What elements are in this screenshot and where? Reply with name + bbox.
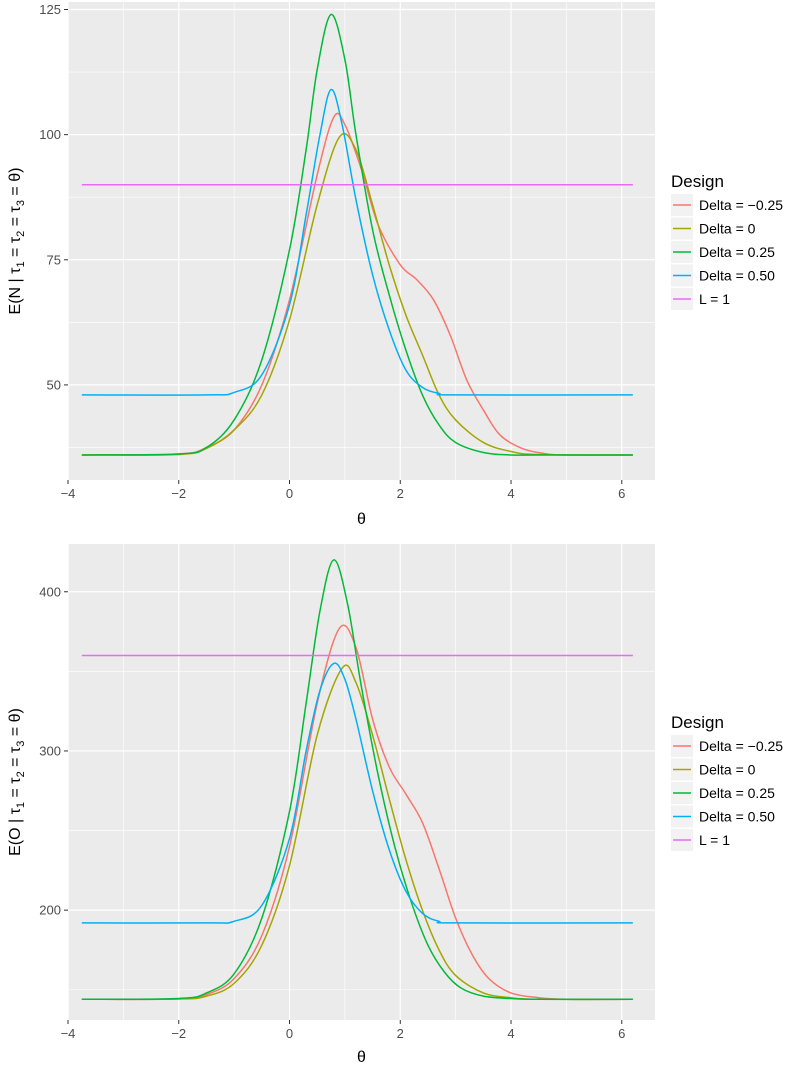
series-line-2: [81, 132, 633, 456]
y-axis-title-part: 2: [15, 771, 27, 777]
series-line-1: [81, 624, 633, 1001]
y-axis-title-part: =: [7, 243, 24, 261]
y-tick-label: 300: [39, 743, 61, 758]
x-tick-label: 0: [286, 1026, 293, 1041]
series-line-3: [81, 559, 633, 1001]
x-tick-label: 4: [507, 1026, 514, 1041]
legend-title: Design: [671, 713, 724, 732]
legend-label-1: Delta = −0.25: [699, 197, 783, 213]
series-line-2: [81, 664, 633, 1001]
y-axis-title-part: 1: [15, 261, 27, 267]
legend-label-3: Delta = 0.25: [699, 785, 775, 801]
y-tick-label: 100: [39, 127, 61, 142]
y-axis-title-part: =: [7, 182, 24, 200]
y-axis-title-part: τ: [7, 777, 24, 784]
y-tick-label: 75: [47, 252, 61, 267]
legend: Design Delta = −0.25 Delta = 0 Delta = 0.25…: [671, 713, 783, 851]
legend-label-4: Delta = 0.50: [699, 268, 775, 284]
x-tick-label: 6: [618, 486, 625, 501]
y-axis-title-part: θ: [7, 713, 24, 722]
y-axis-title-part: =: [7, 722, 24, 740]
y-axis-title-part: ): [7, 168, 24, 173]
y-tick-label: 400: [39, 584, 61, 599]
y-axis-title: E(O | τ1 = τ2 = τ3 = θ): [7, 708, 27, 856]
x-tick-label: 4: [507, 486, 514, 501]
y-axis-title-part: ): [7, 708, 24, 713]
y-axis-title-part: E(N |: [7, 274, 24, 315]
legend-label-2: Delta = 0: [699, 221, 756, 237]
legend-label-4: Delta = 0.50: [699, 809, 775, 825]
y-axis-title-part: =: [7, 212, 24, 230]
series-line-4: [81, 662, 633, 924]
legend-label-5: L = 1: [699, 832, 730, 848]
x-tick-label: −4: [61, 486, 76, 501]
y-axis-title-part: =: [7, 784, 24, 802]
y-axis-title-part: τ: [7, 746, 24, 753]
y-axis-title-part: E(O |: [7, 814, 24, 856]
legend-label-1: Delta = −0.25: [699, 738, 783, 754]
legend-label-5: L = 1: [699, 291, 730, 307]
y-axis-title-part: 3: [15, 741, 27, 747]
y-axis-title-part: =: [7, 753, 24, 771]
y-axis-title-part: τ: [7, 236, 24, 243]
x-tick-label: −2: [171, 486, 186, 501]
series-line-4: [81, 88, 633, 396]
y-axis-title-part: θ: [7, 173, 24, 182]
plot-background: [68, 544, 655, 1020]
plot-background: [68, 2, 655, 480]
x-axis-title: θ: [357, 1049, 366, 1066]
legend-label-3: Delta = 0.25: [699, 244, 775, 260]
y-axis-title-part: 3: [15, 200, 27, 206]
x-axis-title: θ: [357, 511, 366, 528]
x-tick-label: −2: [171, 1026, 186, 1041]
legend-label-2: Delta = 0: [699, 762, 756, 778]
legend: Design Delta = −0.25 Delta = 0 Delta = 0.25…: [671, 172, 783, 310]
x-tick-label: 6: [618, 1026, 625, 1041]
y-axis-title-part: τ: [7, 807, 24, 814]
y-tick-label: 50: [47, 377, 61, 392]
y-axis-title-part: τ: [7, 267, 24, 274]
y-tick-label: 125: [39, 2, 61, 17]
x-tick-label: 2: [397, 1026, 404, 1041]
series-lines: [81, 13, 633, 456]
series-line-3: [81, 13, 633, 456]
series-lines: [81, 559, 633, 1001]
y-axis-title-part: 1: [15, 802, 27, 808]
legend-title: Design: [671, 172, 724, 191]
y-tick-label: 200: [39, 903, 61, 918]
x-tick-label: −4: [61, 1026, 76, 1041]
x-tick-label: 0: [286, 486, 293, 501]
x-tick-label: 2: [397, 486, 404, 501]
y-axis-title-part: τ: [7, 205, 24, 212]
y-axis-title: E(N | τ1 = τ2 = τ3 = θ): [7, 168, 27, 315]
y-axis-title-part: 2: [15, 231, 27, 237]
